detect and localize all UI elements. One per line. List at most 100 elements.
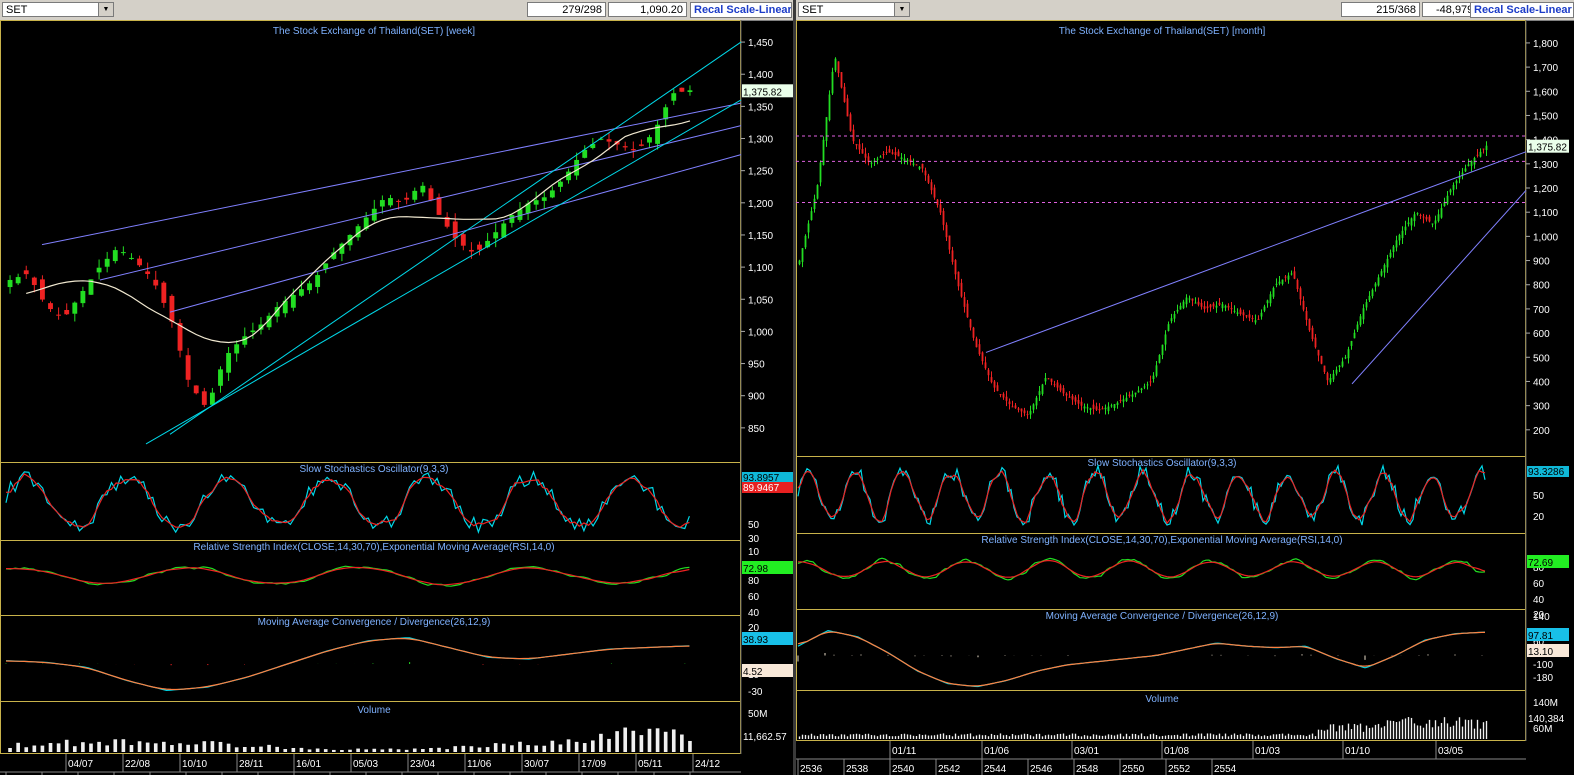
candle [1476, 154, 1479, 156]
panel-divider[interactable] [793, 0, 796, 775]
candle [493, 232, 499, 239]
volume-title: Volume [357, 705, 391, 716]
candle [1041, 384, 1044, 394]
candle [323, 263, 329, 269]
recal-scale-button[interactable]: Recal Scale-Linear [690, 2, 792, 18]
rsi-value-1: 72.98 [743, 564, 768, 575]
regression-line-lower [145, 99, 742, 445]
macd-value-2-bg [742, 664, 793, 677]
candle [477, 244, 482, 250]
candle [533, 200, 539, 205]
candle [339, 243, 345, 254]
moving-average-line [26, 120, 691, 344]
candle [1362, 308, 1365, 320]
candle [1398, 234, 1401, 241]
counter-box: 215/368 [1341, 2, 1420, 17]
candle [852, 129, 855, 142]
candle [999, 394, 1002, 396]
candle [1263, 306, 1266, 311]
chevron-down-icon[interactable]: ▼ [894, 3, 909, 16]
candle [936, 199, 939, 205]
candle [876, 158, 879, 160]
candle [984, 362, 987, 369]
y-tick-label: 1,300 [748, 135, 773, 146]
candle [104, 258, 110, 267]
candle [1077, 399, 1080, 404]
recal-scale-button[interactable]: Recal Scale-Linear [1470, 2, 1574, 18]
rsi-tick-label: 40 [1533, 595, 1545, 606]
candle [606, 139, 612, 142]
symbol-dropdown[interactable]: SET ▼ [2, 2, 114, 17]
candle [1092, 404, 1095, 409]
candle [930, 182, 933, 191]
chevron-down-icon[interactable]: ▼ [98, 3, 113, 16]
candle [1161, 344, 1164, 355]
candle [1059, 385, 1062, 391]
candle [1068, 396, 1071, 398]
candle [1425, 216, 1428, 220]
stoch-k-line [797, 463, 1486, 527]
candle [355, 226, 361, 238]
x-bottom-label: 2536 [800, 764, 823, 775]
monthly-chart-canvas[interactable]: The Stock Exchange of Thailand(SET) [mon… [796, 20, 1574, 775]
y-tick-label: 600 [1533, 329, 1550, 340]
x-top-label: 30/07 [524, 759, 549, 770]
candle [145, 271, 151, 274]
candle [1209, 304, 1212, 308]
candle [452, 221, 458, 239]
candle [1155, 365, 1158, 376]
candle [582, 149, 588, 158]
candle [687, 90, 693, 93]
x-axis-bg [796, 741, 1574, 775]
symbol-dropdown[interactable]: SET ▼ [798, 2, 910, 17]
candle [969, 319, 972, 328]
candle [813, 198, 816, 210]
candle [129, 257, 134, 259]
candle [807, 223, 810, 233]
candle [307, 283, 312, 291]
candle [679, 87, 685, 92]
x-bottom-label: 2546 [1030, 764, 1053, 775]
stoch-k-line [5, 470, 690, 534]
rsi-title: Relative Strength Index(CLOSE,14,30,70),… [193, 542, 554, 553]
stoch-d-line [797, 468, 1486, 525]
candle [1047, 378, 1050, 380]
candle [1116, 402, 1119, 406]
candle [460, 234, 466, 246]
candle [867, 156, 870, 162]
candle [379, 200, 385, 207]
candle [96, 267, 102, 273]
candle [927, 175, 930, 183]
candle [1254, 320, 1257, 323]
candle [1014, 405, 1017, 409]
candle [864, 153, 867, 158]
candle [1305, 311, 1308, 320]
candle [234, 344, 240, 354]
macd-tick-label: -100 [1533, 660, 1553, 671]
volume-value: 140,384 [1528, 714, 1565, 725]
candle [1170, 318, 1173, 322]
rsi-tick-label: 60 [748, 592, 760, 603]
candle [120, 252, 126, 254]
candle [942, 210, 945, 225]
y-tick-label: 1,200 [748, 199, 773, 210]
stoch-value-2: 89.9467 [743, 483, 780, 494]
y-tick-label: 1,300 [1533, 160, 1558, 171]
y-tick-label: 1,250 [748, 167, 773, 178]
candle [1278, 281, 1281, 284]
stoch-title: Slow Stochastics Oscillator(9,3,3) [300, 464, 449, 475]
candle [1050, 378, 1053, 382]
weekly-chart-canvas[interactable]: The Stock Exchange of Thailand(SET) [wee… [0, 20, 793, 775]
candle [972, 327, 975, 338]
y-tick-label: 700 [1533, 305, 1550, 316]
candle [1002, 393, 1005, 398]
x-top-label: 28/11 [239, 759, 264, 770]
regression-line-upper [169, 41, 742, 435]
candle [331, 252, 337, 259]
candle [1455, 180, 1458, 184]
macd-tick-label: -180 [1533, 673, 1553, 684]
candle [1107, 406, 1110, 412]
candle [1434, 220, 1437, 224]
candle [290, 294, 296, 308]
candle [1317, 349, 1320, 356]
